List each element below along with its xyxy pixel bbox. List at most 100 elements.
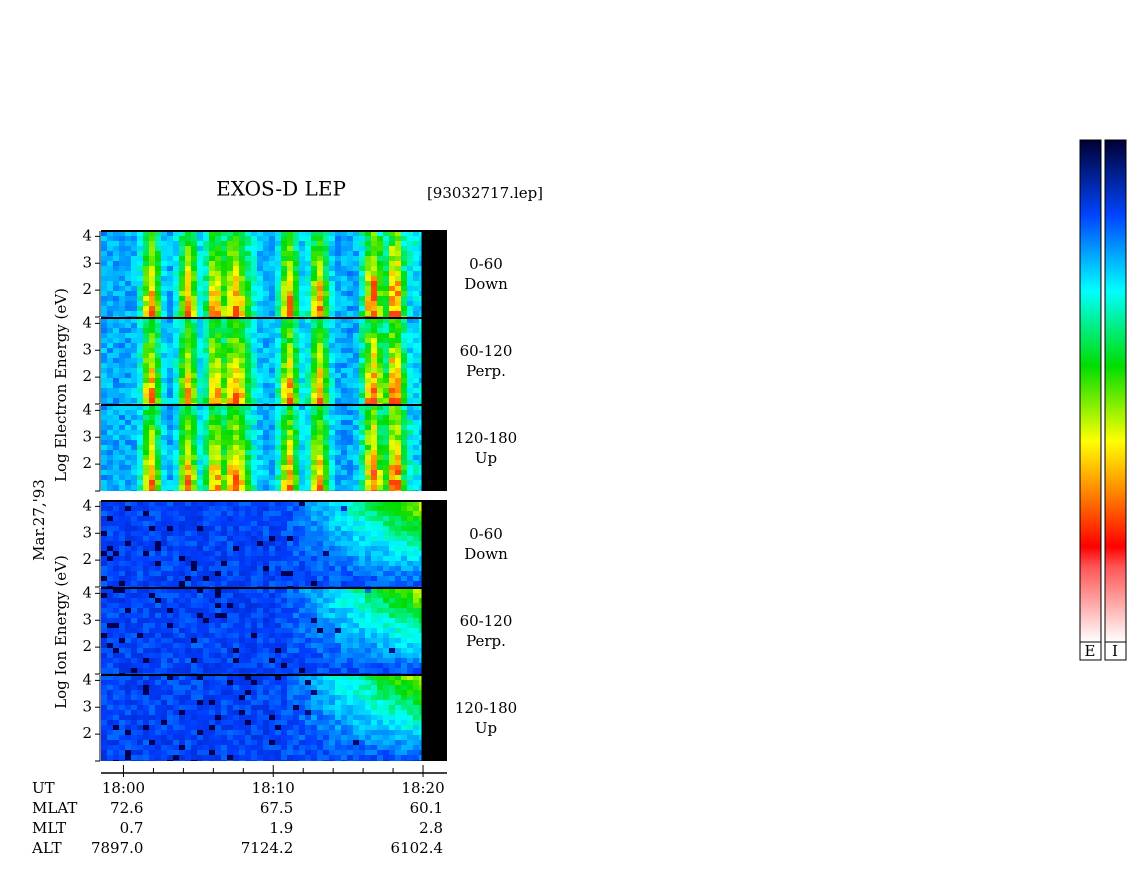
spectrogram-cell <box>119 561 125 566</box>
spectrogram-cell <box>161 251 167 256</box>
spectrogram-cell <box>167 581 173 586</box>
spectrogram-cell <box>143 485 149 490</box>
spectrogram-cell <box>233 236 239 241</box>
spectrogram-cell <box>419 663 422 668</box>
spectrogram-cell <box>329 281 335 286</box>
spectrogram-cell <box>233 286 239 291</box>
spectrogram-cell <box>341 251 347 256</box>
spectrogram-cell <box>191 556 197 561</box>
spectrogram-cell <box>107 348 113 353</box>
spectrogram-cell <box>383 598 389 603</box>
spectrogram-cell <box>113 705 119 710</box>
spectrogram-cell <box>155 338 161 343</box>
spectrogram-cell <box>347 316 353 317</box>
spectrogram-cell <box>161 511 167 516</box>
spectrogram-cell <box>185 638 191 643</box>
spectrogram-cell <box>407 673 413 674</box>
spectrogram-cell <box>113 291 119 296</box>
spectrogram-cell <box>215 311 221 316</box>
spectrogram-cell <box>203 668 209 673</box>
spectrogram-cell <box>173 623 179 628</box>
spectrogram-cell <box>227 256 233 261</box>
spectrogram-cell <box>365 526 371 531</box>
spectrogram-cell <box>185 608 191 613</box>
spectrogram-cell <box>341 261 347 266</box>
spectrogram-cell <box>167 526 173 531</box>
spectrogram-cell <box>329 328 335 333</box>
spectrogram-cell <box>365 276 371 281</box>
spectrogram-cell <box>119 511 125 516</box>
spectrogram-cell <box>179 470 185 475</box>
spectrogram-cell <box>383 318 389 323</box>
spectrogram-cell <box>197 328 203 333</box>
spectrogram-cell <box>335 653 341 658</box>
spectrogram-cell <box>143 323 149 328</box>
spectrogram-cell <box>395 430 401 435</box>
spectrogram-cell <box>281 633 287 638</box>
spectrogram-cell <box>413 266 419 271</box>
spectrogram-cell <box>317 551 323 556</box>
spectrogram-cell <box>353 546 359 551</box>
spectrogram-cell <box>377 415 383 420</box>
spectrogram-cell <box>161 425 167 430</box>
spectrogram-cell <box>203 586 209 587</box>
spectrogram-cell <box>149 668 155 673</box>
spectrogram-cell <box>269 415 275 420</box>
spectrogram-cell <box>107 613 113 618</box>
spectrogram-cell <box>221 608 227 613</box>
spectrogram-cell <box>173 405 179 410</box>
spectrogram-cell <box>203 378 209 383</box>
spectrogram-cell <box>221 475 227 480</box>
spectrogram-cell <box>239 316 245 317</box>
spectrogram-cell <box>149 405 155 410</box>
spectrogram-cell <box>311 378 317 383</box>
spectrogram-cell <box>119 373 125 378</box>
spectrogram-cell <box>293 638 299 643</box>
spectrogram-cell <box>377 328 383 333</box>
spectrogram-cell <box>167 460 173 465</box>
spectrogram-cell <box>383 311 389 316</box>
spectrogram-cell <box>143 378 149 383</box>
spectrogram-cell <box>347 663 353 668</box>
spectrogram-cell <box>125 475 131 480</box>
spectrogram-cell <box>131 343 137 348</box>
spectrogram-cell <box>341 541 347 546</box>
spectrogram-cell <box>107 576 113 581</box>
spectrogram-cell <box>251 531 257 536</box>
spectrogram-cell <box>155 316 161 317</box>
spectrogram-cell <box>389 261 395 266</box>
spectrogram-cell <box>215 246 221 251</box>
spectrogram-cell <box>359 531 365 536</box>
spectrogram-cell <box>107 673 113 674</box>
spectrogram-cell <box>113 593 119 598</box>
spectrogram-cell <box>131 598 137 603</box>
spectrogram-cell <box>239 296 245 301</box>
spectrogram-cell <box>263 271 269 276</box>
spectrogram-cell <box>251 348 257 353</box>
spectrogram-cell <box>299 511 305 516</box>
spectrogram-cell <box>203 576 209 581</box>
spectrogram-cell <box>269 588 275 593</box>
spectrogram-cell <box>299 480 305 485</box>
spectrogram-cell <box>263 638 269 643</box>
spectrogram-cell <box>209 301 215 306</box>
spectrogram-cell <box>251 663 257 668</box>
spectrogram-cell <box>239 480 245 485</box>
spectrogram-cell <box>377 333 383 338</box>
spectrogram-cell <box>131 653 137 658</box>
spectrogram-cell <box>191 546 197 551</box>
spectrogram-cell <box>377 373 383 378</box>
spectrogram-cell <box>389 506 395 511</box>
spectrogram-cell <box>389 455 395 460</box>
spectrogram-cell <box>407 623 413 628</box>
spectrogram-cell <box>329 368 335 373</box>
spectrogram-cell <box>197 383 203 388</box>
spectrogram-cell <box>293 348 299 353</box>
spectrogram-cell <box>125 266 131 271</box>
spectrogram-cell <box>215 663 221 668</box>
spectrogram-cell <box>179 581 185 586</box>
spectrogram-cell <box>305 393 311 398</box>
spectrogram-cell <box>281 465 287 470</box>
spectrogram-cell <box>125 415 131 420</box>
spectrogram-cell <box>107 541 113 546</box>
